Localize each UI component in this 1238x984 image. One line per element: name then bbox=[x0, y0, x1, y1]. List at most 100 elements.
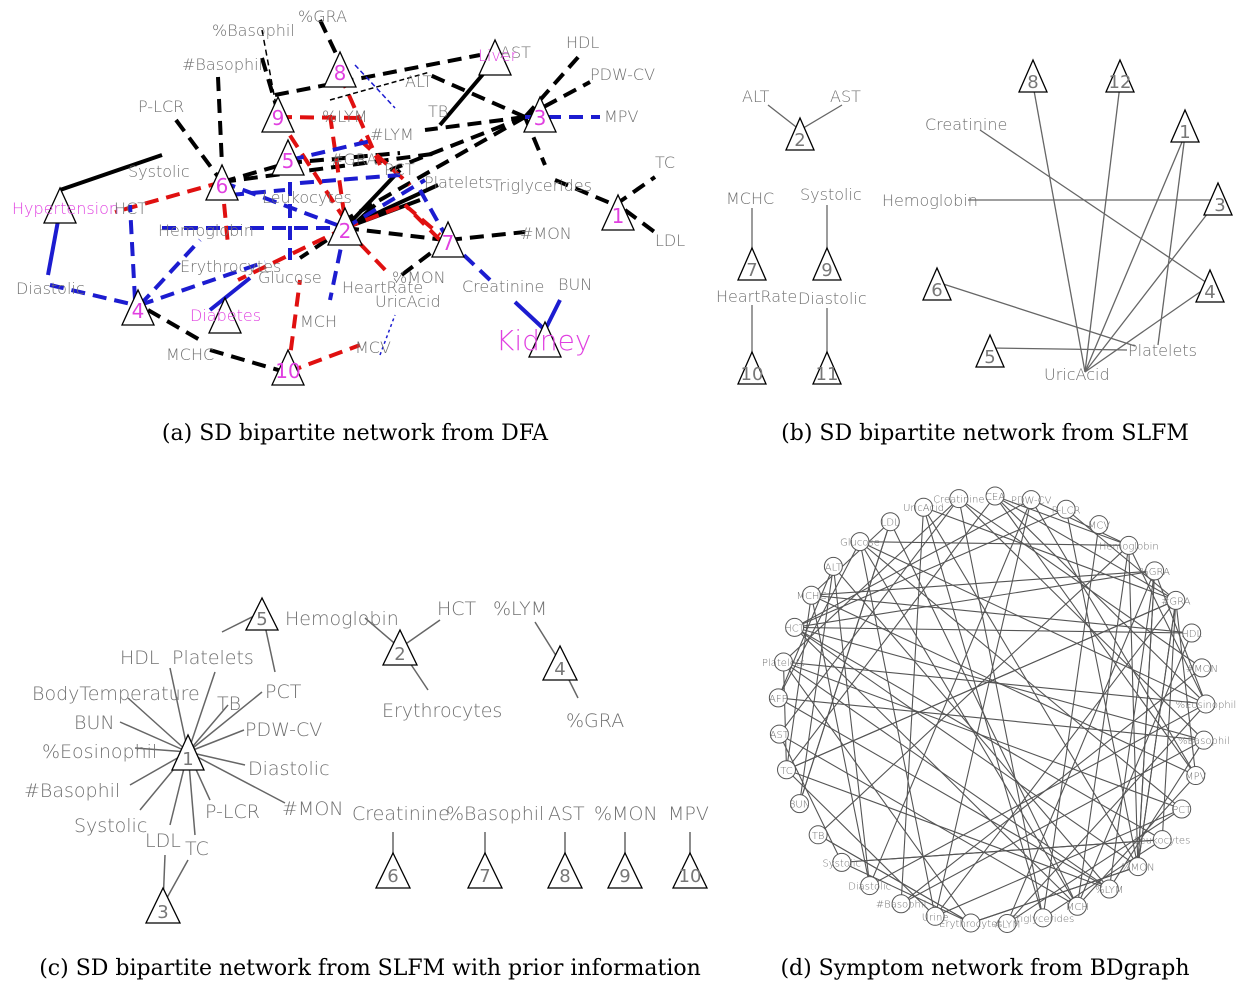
svg-text:10: 10 bbox=[275, 359, 300, 383]
symptom-edge bbox=[794, 508, 1067, 628]
label-alt: ALT bbox=[742, 87, 770, 106]
label-pct: PCT bbox=[265, 681, 302, 703]
svg-text:7: 7 bbox=[442, 231, 455, 255]
svg-text:9: 9 bbox=[821, 260, 832, 281]
panel-b-labels: ALT AST MCHC Systolic HeartRate Diastoli… bbox=[716, 87, 1197, 384]
label-hct: HCT bbox=[437, 598, 477, 620]
svg-text:3: 3 bbox=[1214, 195, 1225, 216]
symptom-node: Systolic bbox=[822, 852, 861, 872]
label-gra-pct: %GRA bbox=[566, 710, 624, 732]
symptom-node: Hemoglobin bbox=[1099, 535, 1159, 555]
symptom-node: BUN bbox=[789, 794, 810, 814]
label-tb: TB bbox=[217, 693, 241, 715]
label-creatinine: Creatinine bbox=[925, 115, 1007, 134]
svg-text:5: 5 bbox=[984, 347, 995, 368]
symptom-node: ALT bbox=[823, 556, 843, 576]
symptom-node-label: CEA bbox=[985, 492, 1005, 503]
label-mch: MCH bbox=[300, 312, 337, 331]
label-diastolic: Diastolic bbox=[798, 289, 867, 308]
svg-text:8: 8 bbox=[1027, 72, 1038, 93]
svg-text:4: 4 bbox=[554, 659, 565, 680]
symptom-edge bbox=[794, 626, 1205, 741]
symptom-node: %MON bbox=[1121, 857, 1155, 877]
factor-node-3: 3 bbox=[144, 886, 182, 924]
svg-text:1: 1 bbox=[182, 749, 193, 770]
panel-d-edges bbox=[777, 495, 1207, 924]
symptom-edge bbox=[1030, 499, 1130, 546]
symptom-node: #MON bbox=[1186, 658, 1218, 678]
label-mpv: MPV bbox=[604, 107, 638, 126]
label-diastolic: Diastolic bbox=[16, 279, 85, 298]
factor-node-9: 9 bbox=[260, 95, 296, 133]
symptom-node-circle bbox=[1194, 730, 1214, 750]
symptom-node-label: %Eosinophil bbox=[1176, 700, 1237, 711]
symptom-node-circle bbox=[1033, 908, 1053, 928]
symptom-node-circle bbox=[1196, 694, 1216, 714]
symptom-edge bbox=[994, 495, 1129, 546]
symptom-node-circle bbox=[785, 617, 805, 637]
label-lym-pct: %LYM bbox=[493, 598, 547, 620]
symptom-edge bbox=[1128, 545, 1207, 705]
symptom-node-label: #Basophil bbox=[876, 900, 927, 911]
symptom-node: %GRA bbox=[1139, 561, 1170, 581]
factor-node-5: 5 bbox=[270, 138, 306, 176]
symptom-edge bbox=[782, 661, 788, 770]
symptom-node: MPV bbox=[1185, 766, 1207, 786]
label-eosinophil-pct: %Eosinophil bbox=[42, 741, 157, 763]
label-tb: TB bbox=[428, 102, 448, 121]
symptom-edge bbox=[1108, 570, 1156, 890]
symptom-node-label: Leukocytes bbox=[1134, 836, 1190, 847]
panel-b-factors: 2 7 9 10 11 8 12 1 3 6 4 5 bbox=[737, 58, 1233, 385]
symptom-node-circle bbox=[1021, 490, 1041, 510]
label-mon-pct: %MON bbox=[594, 803, 658, 825]
symptom-node-circle bbox=[1152, 830, 1172, 850]
factor-node-10: 10 bbox=[671, 851, 709, 889]
factor-node-6: 6 bbox=[922, 266, 952, 301]
label-pct: PCT bbox=[384, 160, 415, 179]
svg-text:7: 7 bbox=[479, 866, 490, 887]
svg-text:10: 10 bbox=[741, 364, 764, 385]
factor-node-9: 9 bbox=[606, 851, 644, 889]
label-gra-n: #GRA bbox=[330, 150, 377, 169]
factor-node-4: 4 bbox=[120, 288, 156, 326]
symptom-edge bbox=[778, 697, 1110, 890]
factor-node-7: 7 bbox=[737, 246, 767, 281]
symptom-node-circle bbox=[961, 913, 981, 933]
symptom-node: HDL bbox=[1181, 623, 1202, 643]
label-mpv: MPV bbox=[668, 803, 709, 825]
symptom-edge bbox=[778, 697, 1204, 741]
symptom-edge bbox=[783, 661, 1110, 890]
svg-text:12: 12 bbox=[1109, 72, 1132, 93]
symptom-edge bbox=[783, 498, 960, 663]
factor-node-2: 2 bbox=[785, 116, 815, 151]
panel-a: 8 9 5 6 2 7 3 1 4 10 %GRA %Basophil #Bas… bbox=[12, 7, 685, 386]
factor-node-12: 12 bbox=[1105, 58, 1135, 93]
svg-text:8: 8 bbox=[334, 61, 347, 85]
symptom-node-label: Urine bbox=[922, 912, 949, 923]
symptom-node-label: %LYM bbox=[1095, 885, 1123, 896]
symptom-edge bbox=[786, 769, 1110, 890]
caption-b: (b) SD bipartite network from SLFM bbox=[781, 421, 1189, 446]
label-gra-pct: %GRA bbox=[298, 7, 347, 26]
symptom-node: PDW-CV bbox=[1011, 490, 1052, 510]
symptom-node-circle bbox=[768, 688, 788, 708]
symptom-node-label: TC bbox=[780, 766, 793, 777]
symptom-edge bbox=[859, 541, 1129, 546]
symptom-node-circle bbox=[880, 512, 900, 532]
symptom-node-circle bbox=[1119, 535, 1139, 555]
symptom-node-label: %Basophil bbox=[1178, 736, 1230, 747]
svg-text:1: 1 bbox=[612, 204, 625, 228]
label-hypertension: Hypertension bbox=[12, 199, 119, 218]
label-platelets: Platelets bbox=[172, 647, 254, 669]
label-ldl: LDL bbox=[145, 830, 181, 852]
symptom-edge bbox=[1161, 600, 1177, 840]
symptom-node-circle bbox=[769, 724, 789, 744]
label-creatinine: Creatinine bbox=[352, 803, 450, 825]
svg-text:4: 4 bbox=[1204, 282, 1215, 303]
svg-text:6: 6 bbox=[931, 280, 942, 301]
symptom-edge bbox=[794, 570, 1155, 628]
symptom-edge bbox=[1076, 632, 1193, 907]
symptom-node: TC bbox=[777, 760, 797, 780]
label-basophil-n: #Basophil bbox=[24, 780, 120, 802]
